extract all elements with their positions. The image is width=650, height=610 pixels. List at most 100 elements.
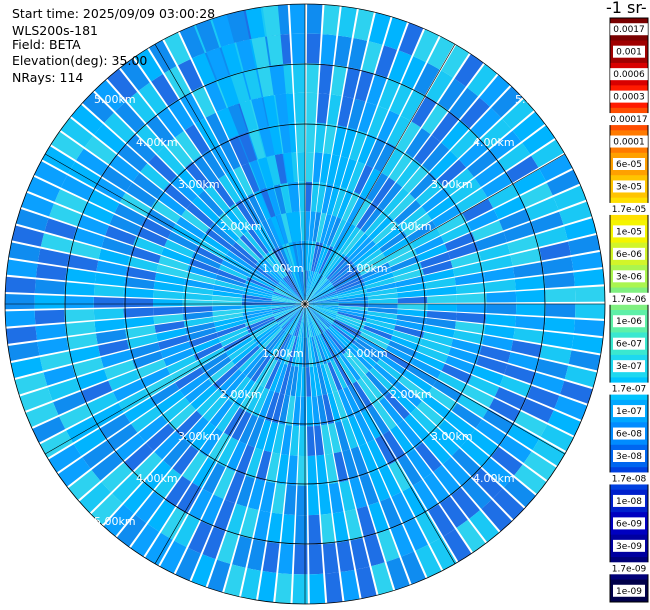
ray-gate xyxy=(348,347,373,371)
ray-gate xyxy=(564,365,598,388)
ray-39 xyxy=(308,305,593,404)
ray-gate xyxy=(403,165,430,194)
ray-gate xyxy=(376,359,404,382)
ray-47 xyxy=(307,306,525,520)
ray-gate xyxy=(222,372,247,399)
ray-gate xyxy=(265,391,280,422)
ray-gate xyxy=(138,415,168,443)
ray-gate xyxy=(482,335,514,351)
ray-gate xyxy=(361,328,391,345)
ray-55 xyxy=(306,307,410,591)
ray-69 xyxy=(159,307,304,574)
ray-gate xyxy=(307,281,331,302)
ray-gate xyxy=(225,336,253,357)
ray-9 xyxy=(305,6,357,301)
ray-gate xyxy=(236,39,256,72)
ray-gate xyxy=(406,449,433,479)
ray-gate xyxy=(277,334,293,363)
ray-gate xyxy=(163,348,194,367)
ray-gate xyxy=(266,155,280,186)
ray-gate xyxy=(6,326,38,344)
ray-gate xyxy=(325,572,343,604)
ray-gate xyxy=(127,256,159,272)
ray-gate xyxy=(224,472,245,504)
ray-gate xyxy=(389,152,413,182)
ray-gate xyxy=(153,314,184,325)
ray-gate xyxy=(474,160,506,188)
ray-37 xyxy=(308,304,601,371)
ray-gate xyxy=(366,282,397,293)
ray-gate xyxy=(153,290,184,300)
ray-gate xyxy=(309,241,316,271)
ray-gate xyxy=(433,465,461,496)
colorbar-tick: 1e-06 xyxy=(616,317,642,327)
ray-gate xyxy=(262,5,281,37)
ray-gate xyxy=(219,212,244,238)
ray-gate xyxy=(144,375,175,398)
colorbar-tick: 6e-06 xyxy=(616,250,642,260)
ray-gate xyxy=(262,328,284,353)
ray-gate xyxy=(276,454,289,485)
ray-gate xyxy=(340,127,357,159)
ray-gate xyxy=(71,104,104,135)
ray-gate xyxy=(351,240,376,264)
ray-gate xyxy=(290,366,299,397)
ray-gate xyxy=(442,456,472,487)
ray-gate xyxy=(420,252,451,269)
ray-gate xyxy=(306,273,321,301)
range-label: 1.00km xyxy=(346,262,388,275)
ray-gate xyxy=(391,492,415,524)
ray-10 xyxy=(305,8,374,301)
ray-gate xyxy=(285,395,296,426)
ray-gate xyxy=(19,387,53,412)
ray-gate xyxy=(367,439,388,470)
ray-gate xyxy=(198,190,224,217)
ray-gate xyxy=(307,306,329,330)
ray-gate xyxy=(16,208,49,232)
ray-gate xyxy=(189,258,219,274)
ray-gate xyxy=(67,254,99,272)
ray-gate xyxy=(286,212,296,243)
ray-gate xyxy=(190,384,218,410)
ray-gate xyxy=(305,307,310,338)
ray-gate xyxy=(308,305,338,316)
ray-gate xyxy=(212,309,243,317)
ray-gate xyxy=(274,333,291,361)
ray-gate xyxy=(277,283,302,302)
ray-gate xyxy=(305,307,314,337)
ray-gate xyxy=(276,284,302,302)
ray-gate xyxy=(320,153,332,184)
ray-gate xyxy=(123,482,153,514)
spoke-60 xyxy=(304,153,565,305)
ray-gate xyxy=(255,357,275,385)
ray-gate xyxy=(427,386,458,411)
ray-gate xyxy=(396,282,427,293)
ray-96 xyxy=(34,161,302,303)
colorbar-tick: 6e-05 xyxy=(616,160,642,170)
ray-gate xyxy=(336,223,356,252)
ray-gate xyxy=(294,92,306,123)
ray-gate xyxy=(568,234,601,256)
ray-gate xyxy=(306,92,318,123)
ray-gate xyxy=(514,275,546,291)
ray-gate xyxy=(338,300,369,304)
ray-gate xyxy=(401,56,426,89)
ray-gate xyxy=(153,307,183,316)
ray-gate xyxy=(422,331,453,347)
ray-gate xyxy=(330,323,356,345)
ray-gate xyxy=(21,192,54,217)
ray-gate xyxy=(258,389,275,420)
ray-gate xyxy=(337,289,368,298)
colorbar-tick-bg xyxy=(613,539,645,552)
ray-gate xyxy=(547,410,581,436)
ray-gate xyxy=(380,354,408,376)
ray-gate xyxy=(149,40,177,74)
ray-gate xyxy=(450,178,481,204)
ray-gate xyxy=(123,297,154,308)
ray-gate xyxy=(431,427,460,456)
ray-gate xyxy=(184,124,210,155)
ray-gate xyxy=(34,309,65,325)
ray-gate xyxy=(218,326,248,343)
ray-gate xyxy=(451,448,481,478)
ray-gate xyxy=(396,314,427,325)
